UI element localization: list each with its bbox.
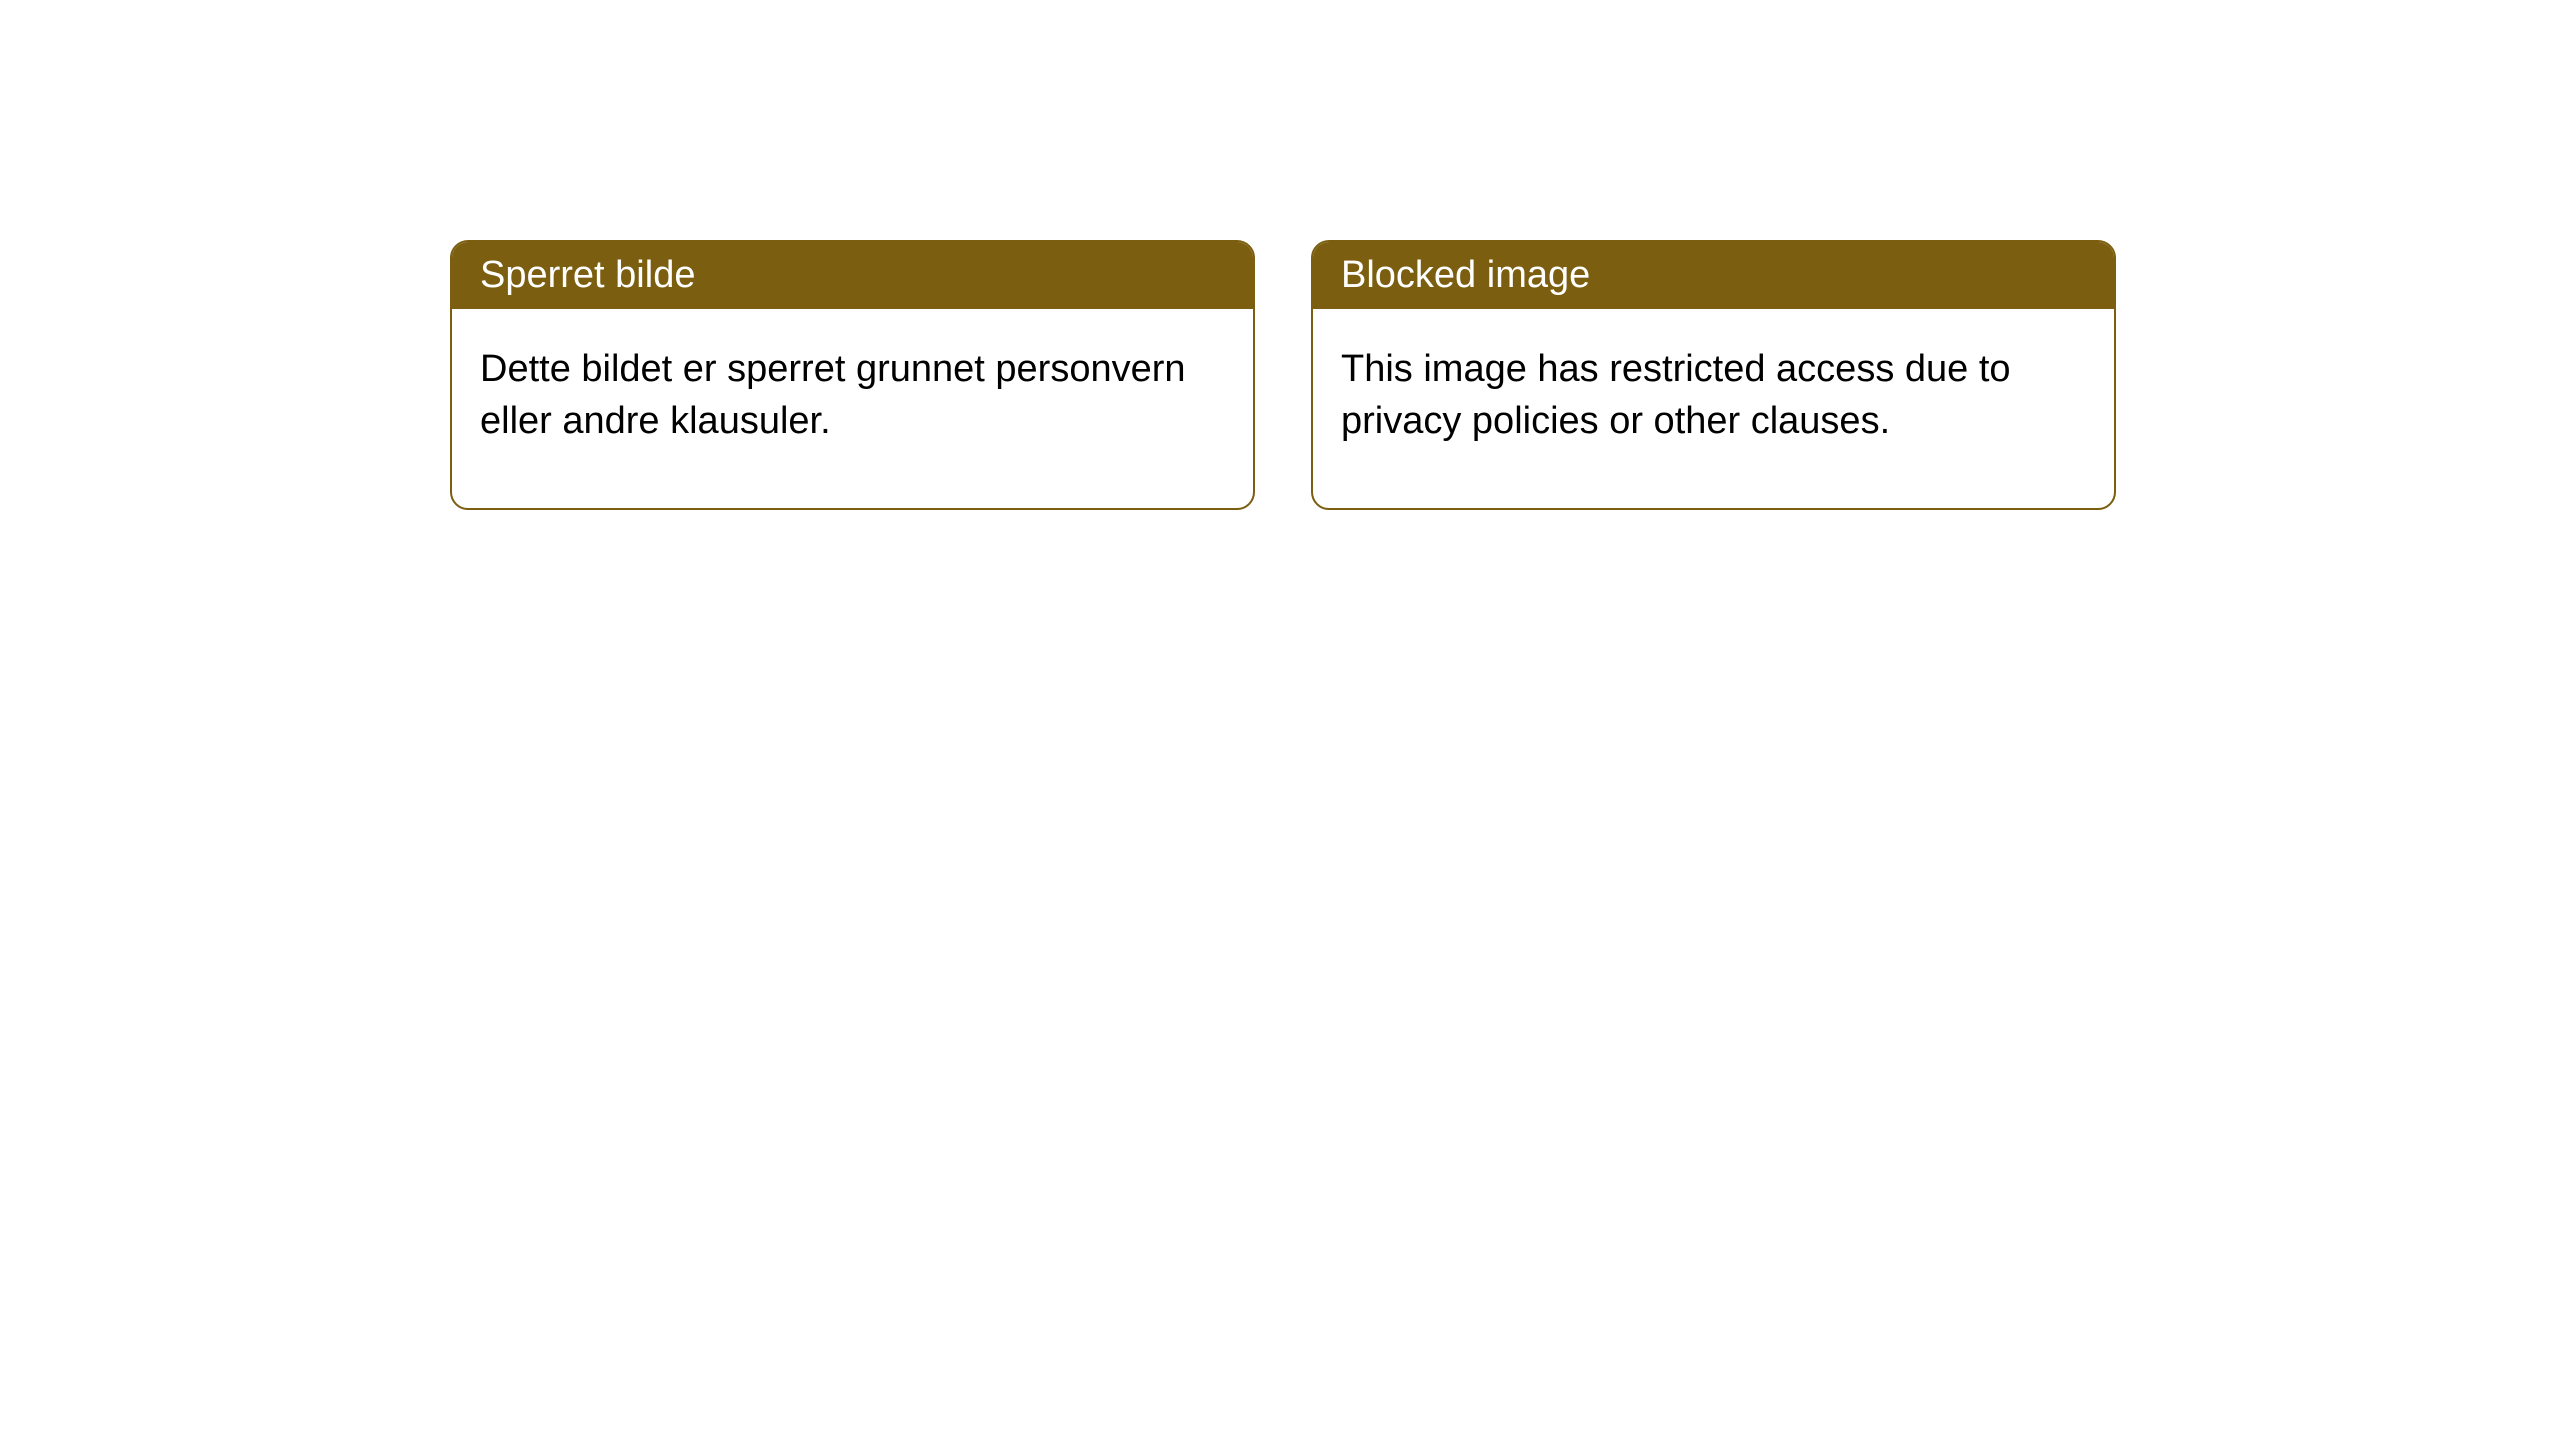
card-header: Sperret bilde <box>452 242 1253 309</box>
card-header: Blocked image <box>1313 242 2114 309</box>
cards-container: Sperret bilde Dette bildet er sperret gr… <box>450 240 2560 510</box>
card-body: Dette bildet er sperret grunnet personve… <box>452 309 1253 508</box>
card-norwegian: Sperret bilde Dette bildet er sperret gr… <box>450 240 1255 510</box>
card-body: This image has restricted access due to … <box>1313 309 2114 508</box>
card-english: Blocked image This image has restricted … <box>1311 240 2116 510</box>
